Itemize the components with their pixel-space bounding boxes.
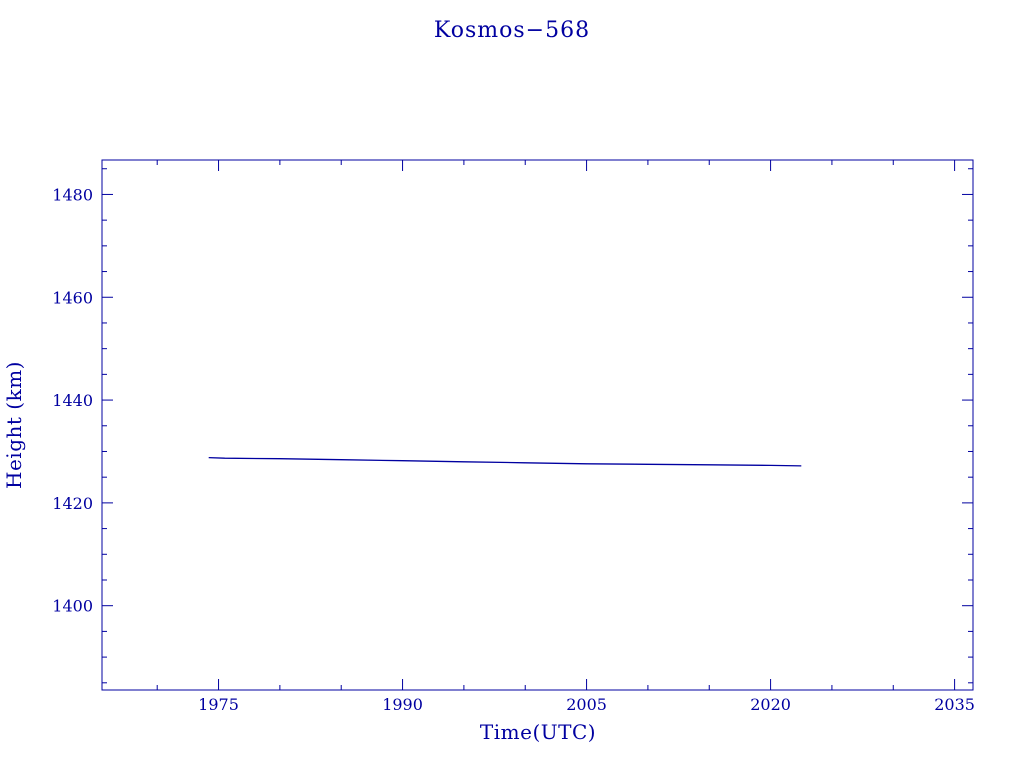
y-tick-label: 1420 xyxy=(52,494,93,513)
x-tick-label: 2035 xyxy=(934,695,975,714)
height-series-line xyxy=(208,456,802,467)
x-tick-label: 1990 xyxy=(382,695,423,714)
tick-labels: 1975 1990 2005 2020 2035 1400 1420 1440 1460 1480 xyxy=(52,185,975,714)
x-axis-label: Time(UTC) xyxy=(480,720,596,744)
y-axis-label: Height (km) xyxy=(2,361,26,489)
y-tick-label: 1480 xyxy=(52,185,93,204)
major-ticks xyxy=(102,160,973,690)
plot-frame xyxy=(101,159,974,691)
x-tick-label: 1975 xyxy=(198,695,239,714)
minor-ticks xyxy=(102,160,973,690)
y-tick-label: 1460 xyxy=(52,288,93,307)
y-tick-label: 1400 xyxy=(52,597,93,616)
x-tick-label: 2005 xyxy=(566,695,607,714)
y-tick-label: 1440 xyxy=(52,391,93,410)
x-tick-label: 2020 xyxy=(750,695,791,714)
chart-title: Kosmos−568 xyxy=(434,18,590,43)
